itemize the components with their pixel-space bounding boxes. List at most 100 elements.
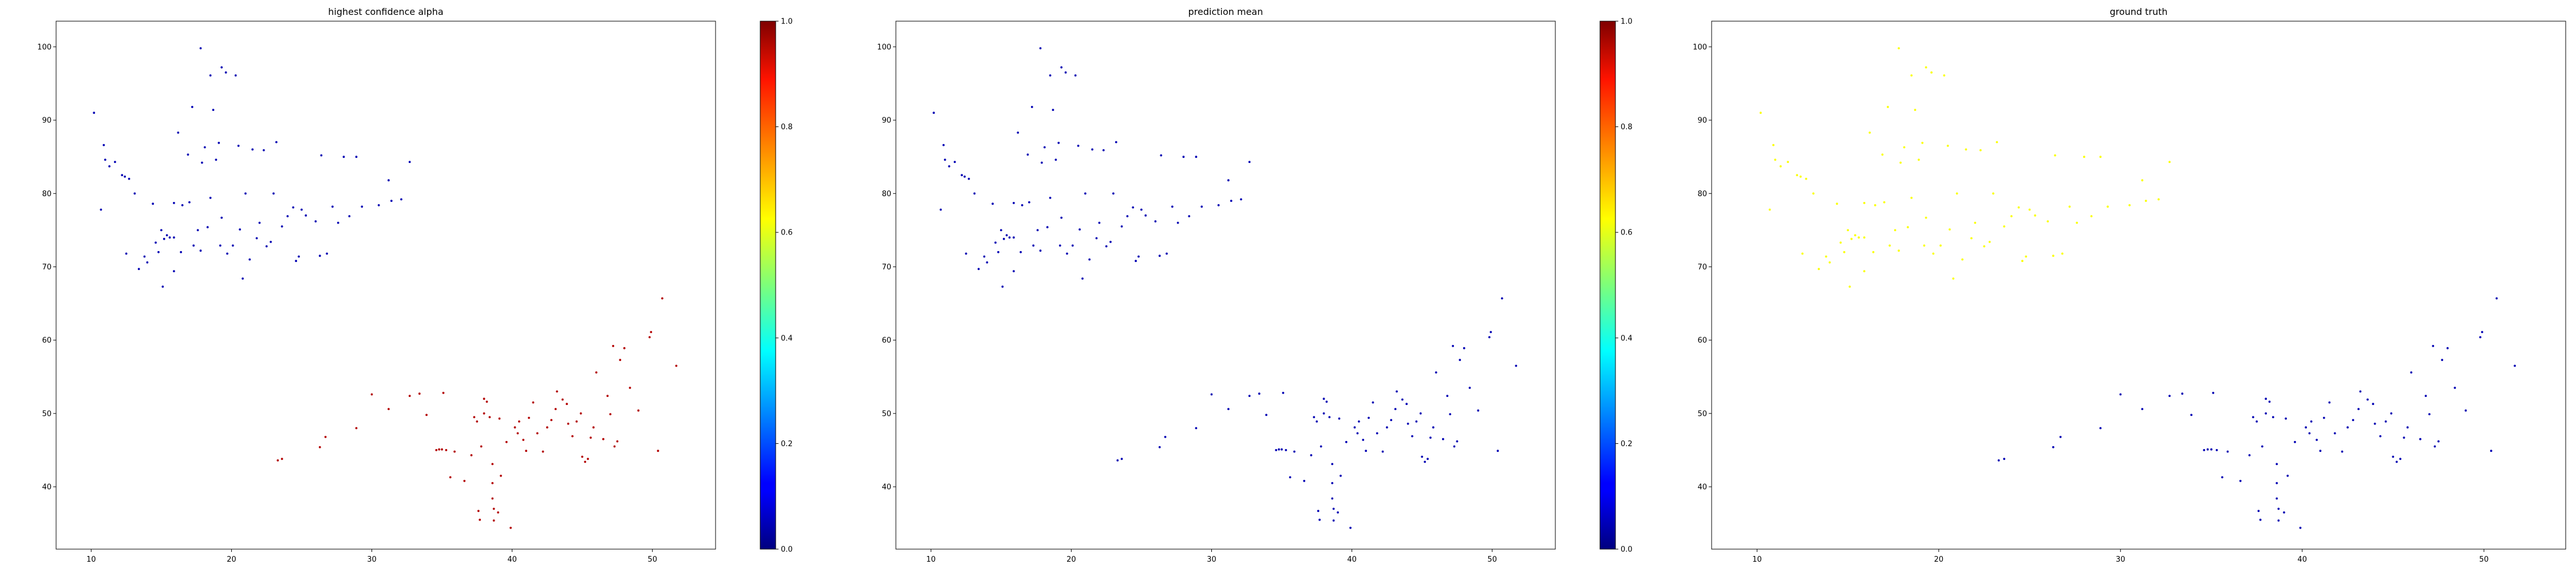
data-point [579,412,582,415]
data-point [1477,409,1480,412]
data-point [1039,249,1042,252]
data-point [1946,145,1949,147]
data-point [480,445,483,448]
data-point [1850,237,1853,240]
data-point [2328,401,2331,404]
data-point [2283,511,2285,514]
data-point [1843,251,1846,253]
data-point [1210,393,1213,396]
data-point [657,450,659,452]
data-point [2168,395,2171,397]
data-point [100,208,102,211]
data-point [1463,347,1465,349]
data-point [226,252,228,255]
data-point [157,251,160,253]
data-point [2366,398,2369,401]
data-point [1164,436,1167,438]
data-point [1318,518,1321,521]
data-point [2107,205,2109,208]
data-point [1319,445,1322,448]
data-point [295,260,297,263]
data-point [1017,132,1020,134]
plot-frame [895,21,1556,550]
data-point [2265,412,2267,415]
data-point [1965,148,1967,151]
data-point [220,216,223,219]
data-point [244,192,247,195]
data-point [1030,106,1033,108]
data-point [485,400,488,403]
data-point [209,197,212,199]
data-point [435,449,438,451]
data-point [948,165,950,168]
data-point [1060,216,1063,219]
data-point [2181,392,2184,395]
data-point [326,252,328,255]
chart-title: prediction mean [1188,6,1263,17]
y-tick-label: 40 [42,483,52,492]
data-point [1932,252,1935,255]
data-point [390,200,393,202]
data-point [2359,390,2362,393]
data-point [2495,297,2498,300]
data-point [400,198,402,201]
data-point [1429,436,1432,439]
data-point [1979,149,1982,152]
data-point [2239,479,2242,482]
data-point [1515,364,1518,367]
data-point [1041,161,1043,164]
data-point [1154,220,1157,223]
data-point [623,347,626,349]
data-point [2403,436,2405,439]
data-point [1120,458,1123,460]
data-point [2261,445,2263,448]
data-point [1452,345,1455,347]
data-point [2428,413,2431,415]
data-point [1098,221,1101,224]
data-point [1903,146,1906,149]
data-point [2285,417,2287,420]
data-point [933,112,935,114]
data-point [590,436,592,439]
data-point [2406,426,2409,429]
data-point [1013,236,1015,239]
data-point [220,66,223,69]
colorbar-tick-label: 1.0 [1621,18,1633,26]
y-tick-label: 90 [42,117,52,125]
data-point [1874,204,1876,206]
data-point [188,201,191,204]
data-point [498,417,501,420]
x-tick-label: 10 [1752,555,1762,564]
data-point [1338,417,1341,420]
data-point [2141,179,2144,182]
data-point [342,156,345,158]
data-point [561,398,564,401]
data-point [1303,479,1306,482]
data-point [2437,440,2440,443]
data-point [2481,331,2483,333]
data-point [1825,255,1827,258]
data-point [206,226,209,229]
panel-1: highest confidence alpha 10 20 30 40 50 40 50 60… [37,6,793,564]
data-point [1496,450,1499,452]
data-point [2003,225,2006,228]
data-point [1768,208,1771,211]
data-point [1774,158,1777,161]
y-tick-label: 40 [882,483,891,492]
data-point [2054,154,2056,157]
colorbar-tick-label: 0.8 [781,123,793,132]
data-point [1240,198,1242,201]
data-point [337,221,339,224]
data-point [661,297,663,300]
data-point [1796,174,1799,177]
data-point [1182,156,1185,158]
data-point [2319,450,2322,452]
data-point [1026,153,1029,156]
data-point [1501,297,1503,300]
data-point [280,225,283,228]
data-point [1848,285,1851,288]
data-point [963,175,966,178]
colorbar-tick-label: 0.2 [781,440,793,448]
data-point [2305,426,2308,429]
data-point [2346,426,2349,429]
